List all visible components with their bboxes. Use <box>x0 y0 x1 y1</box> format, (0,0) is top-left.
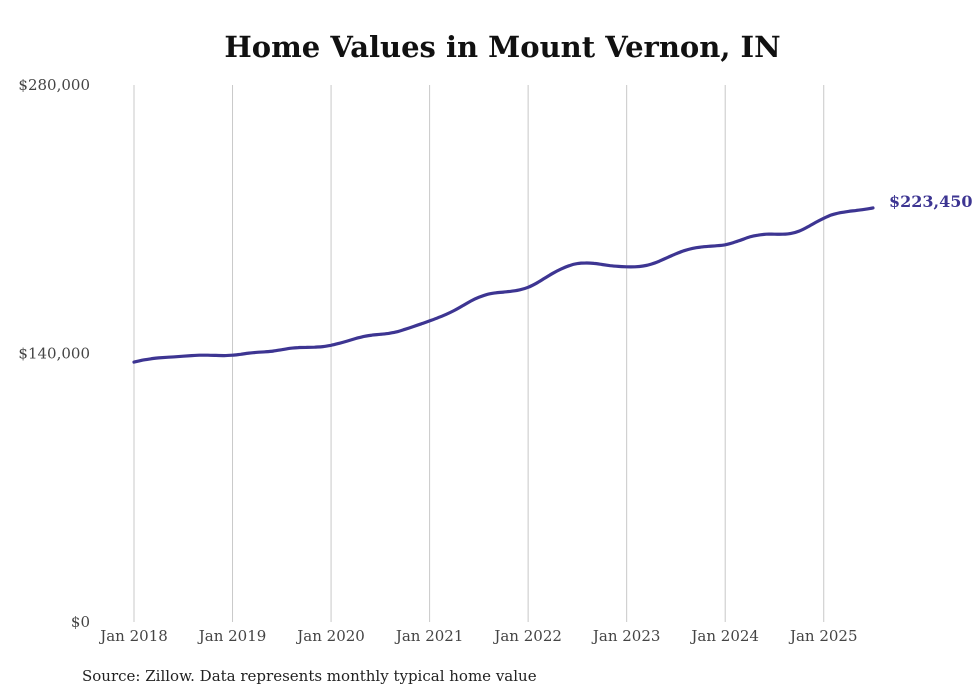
gridlines <box>133 85 825 622</box>
series <box>132 206 875 364</box>
chart-title: Home Values in Mount Vernon, IN <box>224 30 781 64</box>
annotations: $223,450 <box>889 192 973 211</box>
source-note: Source: Zillow. Data represents monthly … <box>82 667 537 685</box>
x-tick-label: Jan 2024 <box>689 627 759 645</box>
y-tick-label: $0 <box>71 613 90 631</box>
end-value-label: $223,450 <box>889 192 973 211</box>
x-tick-label: Jan 2022 <box>492 627 562 645</box>
y-tick-label: $140,000 <box>18 345 90 363</box>
x-axis-ticks: Jan 2018 Jan 2019 Jan 2020 Jan 2021 Jan 2022… <box>98 627 857 645</box>
x-tick-label: Jan 2020 <box>295 627 365 645</box>
x-tick-label: Jan 2025 <box>788 627 858 645</box>
x-tick-label: Jan 2023 <box>591 627 661 645</box>
series-line-0 <box>132 206 875 364</box>
x-tick-label: Jan 2021 <box>394 627 464 645</box>
x-tick-label: Jan 2019 <box>197 627 267 645</box>
y-tick-label: $280,000 <box>18 76 90 94</box>
y-axis-ticks: $0 $140,000 $280,000 <box>18 76 90 631</box>
x-tick-label: Jan 2018 <box>98 627 168 645</box>
